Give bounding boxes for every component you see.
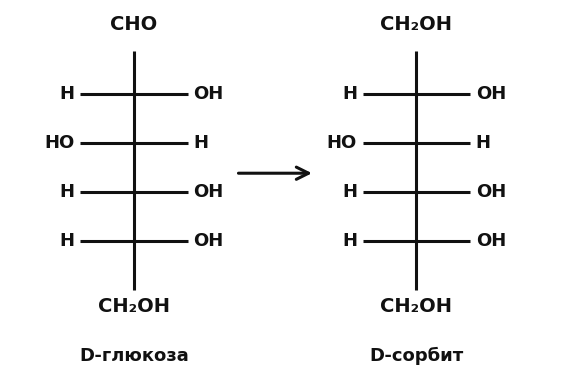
Text: D-глюкоза: D-глюкоза — [79, 347, 189, 365]
Text: OH: OH — [476, 183, 506, 201]
Text: H: H — [60, 232, 74, 250]
Text: HO: HO — [327, 134, 357, 152]
Text: H: H — [342, 183, 357, 201]
Text: H: H — [193, 134, 209, 152]
Text: HO: HO — [45, 134, 74, 152]
Text: H: H — [342, 232, 357, 250]
Text: OH: OH — [476, 232, 506, 250]
Text: OH: OH — [193, 85, 223, 103]
Text: H: H — [60, 183, 74, 201]
Text: OH: OH — [193, 183, 223, 201]
Text: CH₂OH: CH₂OH — [380, 15, 452, 34]
Text: H: H — [342, 85, 357, 103]
Text: H: H — [476, 134, 490, 152]
Text: D-сорбит: D-сорбит — [369, 347, 464, 365]
Text: H: H — [60, 85, 74, 103]
Text: OH: OH — [476, 85, 506, 103]
Text: CH₂OH: CH₂OH — [380, 297, 452, 316]
Text: OH: OH — [193, 232, 223, 250]
Text: CHO: CHO — [111, 15, 158, 34]
Text: CH₂OH: CH₂OH — [98, 297, 170, 316]
